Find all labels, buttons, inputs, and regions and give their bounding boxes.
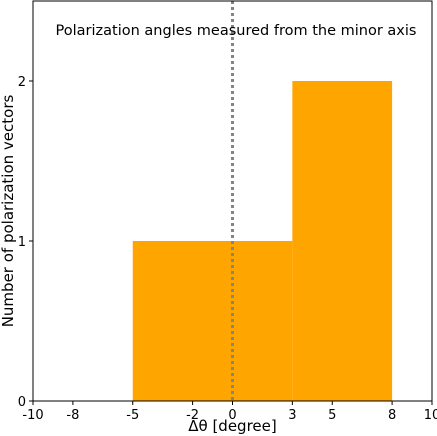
y-tick-label: 2	[18, 75, 26, 90]
x-tick-label: 0	[228, 408, 236, 423]
x-axis-ticks: -10 -8 -5 -2 0 3 5 8 10	[22, 401, 437, 423]
y-axis-ticks: 0 1 2	[18, 75, 33, 410]
histogram-bar-1	[132, 241, 293, 401]
x-tick-label: 10	[424, 408, 437, 423]
chart-annotation: Polarization angles measured from the mi…	[56, 23, 417, 39]
y-axis-label: Number of polarization vectors	[0, 95, 17, 328]
x-tick-label: 3	[288, 408, 296, 423]
y-tick-label: 0	[18, 395, 26, 410]
x-tick-label: 5	[328, 408, 336, 423]
x-tick-label: -5	[126, 408, 139, 423]
x-tick-label: -8	[66, 408, 79, 423]
histogram-bars	[132, 81, 393, 401]
y-tick-label: 1	[18, 235, 26, 250]
x-tick-label: -2	[186, 408, 199, 423]
x-tick-label: 8	[388, 408, 396, 423]
histogram-bar-2	[292, 81, 393, 401]
x-axis-label: Δθ [degree]	[188, 417, 276, 435]
x-tick-label: -10	[22, 408, 43, 423]
